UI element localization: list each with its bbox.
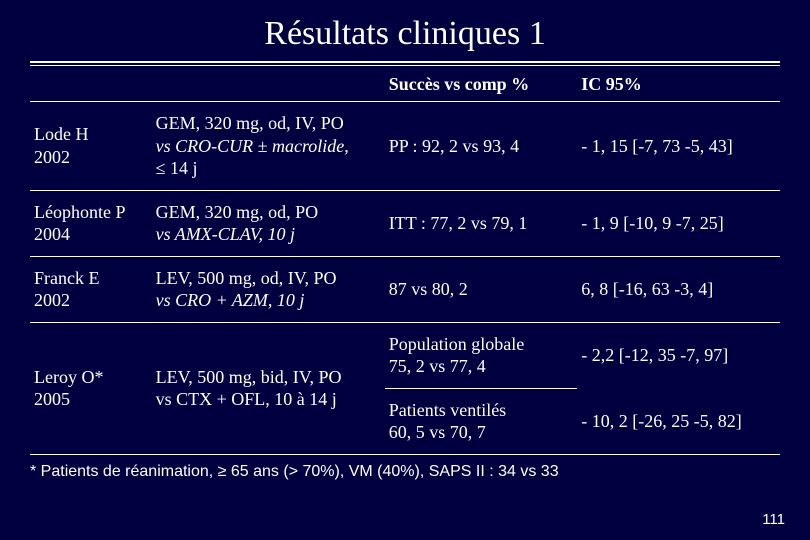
cell-success: PP : 92, 2 vs 93, 4 [385,102,578,191]
page-number: 111 [762,511,785,528]
th-treatment [152,66,385,102]
cell-success: Patients ventilés60, 5 vs 70, 7 [385,388,578,454]
cell-treatment: GEM, 320 mg, od, PO vs AMX-CLAV, 10 j [152,190,385,256]
table-row: Franck E2002 LEV, 500 mg, od, IV, PO vs … [30,256,780,322]
cell-study: Lode H2002 [30,102,152,191]
cell-treatment: LEV, 500 mg, od, IV, PO vs CRO + AZM, 10… [152,256,385,322]
cell-success: ITT : 77, 2 vs 79, 1 [385,190,578,256]
cell-success: Population globale75, 2 vs 77, 4 [385,322,578,388]
footnote: * Patients de réanimation, ≥ 65 ans (> 7… [30,463,780,481]
title-rule-1 [30,61,780,63]
cell-success: 87 vs 80, 2 [385,256,578,322]
table-row: Léophonte P2004 GEM, 320 mg, od, PO vs A… [30,190,780,256]
th-ic: IC 95% [577,66,780,102]
table-header-row: Succès vs comp % IC 95% [30,66,780,102]
cell-ic: 6, 8 [-16, 63 -3, 4] [577,256,780,322]
cell-ic: - 2,2 [-12, 35 -7, 97] [577,322,780,388]
th-study [30,66,152,102]
table-row-leroy-1: Leroy O*2005 LEV, 500 mg, bid, IV, PO vs… [30,322,780,388]
table-row: Lode H2002 GEM, 320 mg, od, IV, PO vs CR… [30,102,780,191]
cell-treatment: LEV, 500 mg, bid, IV, PO vs CTX + OFL, 1… [152,322,385,454]
cell-study: Franck E2002 [30,256,152,322]
results-table: Succès vs comp % IC 95% Lode H2002 GEM, … [30,66,780,455]
cell-ic: - 10, 2 [-26, 25 -5, 82] [577,388,780,454]
th-success: Succès vs comp % [385,66,578,102]
cell-ic: - 1, 9 [-10, 9 -7, 25] [577,190,780,256]
cell-study: Léophonte P2004 [30,190,152,256]
cell-treatment: GEM, 320 mg, od, IV, PO vs CRO-CUR ± mac… [152,102,385,191]
cell-study: Leroy O*2005 [30,322,152,454]
cell-ic: - 1, 15 [-7, 73 -5, 43] [577,102,780,191]
page-title: Résultats cliniques 1 [30,15,780,53]
